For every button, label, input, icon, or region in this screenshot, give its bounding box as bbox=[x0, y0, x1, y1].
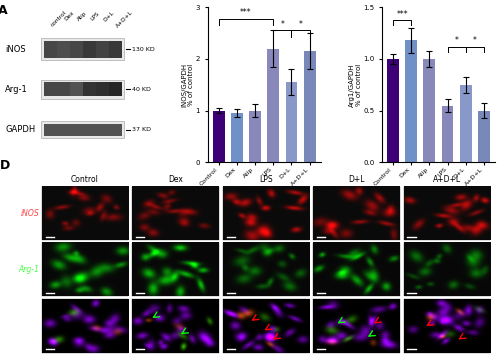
Text: *: * bbox=[298, 20, 302, 29]
Text: D+L: D+L bbox=[348, 175, 364, 184]
Text: Arg-1: Arg-1 bbox=[5, 85, 28, 94]
Text: GAPDH: GAPDH bbox=[5, 125, 35, 134]
Bar bbox=[44, 82, 56, 96]
Text: *: * bbox=[454, 37, 458, 45]
Bar bbox=[83, 124, 96, 136]
Text: C: C bbox=[348, 0, 357, 3]
Bar bbox=[222, 299, 309, 353]
Bar bbox=[286, 82, 298, 163]
Bar bbox=[42, 299, 128, 353]
Text: Dex: Dex bbox=[63, 10, 75, 22]
Y-axis label: iNOS/GAPDH
% of control: iNOS/GAPDH % of control bbox=[181, 63, 194, 107]
Text: ***: *** bbox=[240, 8, 252, 17]
Bar bbox=[387, 59, 399, 163]
Bar bbox=[268, 49, 279, 163]
Bar bbox=[231, 113, 243, 163]
Bar bbox=[304, 51, 316, 163]
Bar bbox=[57, 124, 70, 136]
Text: Dex: Dex bbox=[168, 175, 183, 184]
Text: Atip: Atip bbox=[76, 10, 88, 22]
Text: Control: Control bbox=[71, 175, 99, 184]
Bar bbox=[404, 243, 490, 296]
Text: Arg-1: Arg-1 bbox=[18, 265, 40, 274]
Bar bbox=[132, 299, 218, 353]
Bar bbox=[442, 106, 454, 163]
Bar bbox=[404, 299, 490, 353]
Text: 40 KD: 40 KD bbox=[132, 87, 150, 92]
Text: B: B bbox=[174, 0, 183, 3]
Bar bbox=[70, 40, 82, 58]
Bar bbox=[41, 38, 124, 60]
Bar bbox=[83, 40, 96, 58]
Bar bbox=[57, 40, 70, 58]
Bar bbox=[404, 187, 490, 240]
Text: 37 KD: 37 KD bbox=[132, 127, 150, 132]
Bar bbox=[460, 85, 471, 163]
Text: D: D bbox=[0, 159, 10, 172]
Y-axis label: Arg1/GAPDH
% of control: Arg1/GAPDH % of control bbox=[348, 63, 362, 107]
Bar bbox=[83, 82, 96, 96]
Text: iNOS: iNOS bbox=[5, 45, 25, 54]
Text: A: A bbox=[0, 4, 8, 17]
Text: *: * bbox=[280, 20, 284, 29]
Text: A+D+L: A+D+L bbox=[433, 175, 461, 184]
Bar bbox=[70, 124, 82, 136]
Bar bbox=[222, 187, 309, 240]
Bar bbox=[96, 82, 108, 96]
Text: iNOS: iNOS bbox=[20, 209, 40, 218]
Bar bbox=[42, 243, 128, 296]
Text: LPS: LPS bbox=[89, 10, 101, 21]
Bar bbox=[249, 111, 261, 163]
Bar bbox=[109, 124, 122, 136]
Bar bbox=[313, 243, 400, 296]
Bar bbox=[109, 82, 122, 96]
Text: LPS: LPS bbox=[259, 175, 272, 184]
Bar bbox=[44, 124, 56, 136]
Text: 130 KD: 130 KD bbox=[132, 47, 154, 52]
Bar bbox=[132, 243, 218, 296]
Bar bbox=[313, 299, 400, 353]
Bar bbox=[478, 111, 490, 163]
Bar bbox=[406, 40, 417, 163]
Text: control: control bbox=[50, 10, 68, 28]
Bar bbox=[132, 187, 218, 240]
Text: *: * bbox=[473, 37, 477, 45]
Bar bbox=[41, 121, 124, 139]
Text: Merge: Merge bbox=[15, 321, 40, 330]
Text: D+L: D+L bbox=[102, 10, 115, 23]
Bar bbox=[212, 111, 224, 163]
Bar bbox=[424, 59, 436, 163]
Text: ***: *** bbox=[396, 10, 408, 19]
Bar bbox=[57, 82, 70, 96]
Bar bbox=[109, 40, 122, 58]
Bar bbox=[41, 80, 124, 99]
Bar bbox=[222, 243, 309, 296]
Bar bbox=[70, 82, 82, 96]
Bar bbox=[44, 40, 56, 58]
Bar bbox=[313, 187, 400, 240]
Bar bbox=[96, 40, 108, 58]
Bar bbox=[96, 124, 108, 136]
Text: A+D+L: A+D+L bbox=[115, 10, 134, 29]
Bar bbox=[42, 187, 128, 240]
